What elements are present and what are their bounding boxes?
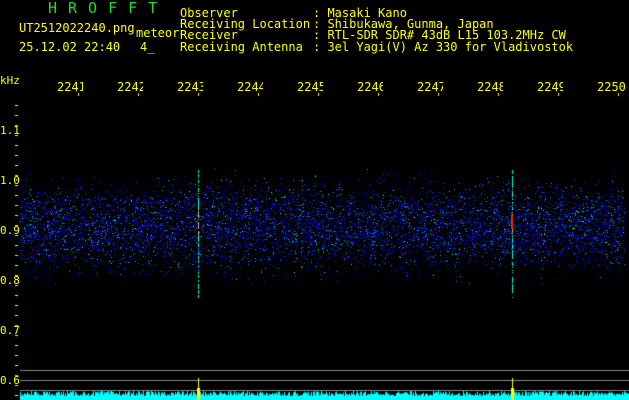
y-tick-label: 0.6 [0, 374, 20, 387]
meteor-count: 4_ [140, 40, 155, 54]
x-tick-label: 2245 [297, 80, 323, 94]
x-tick-label: 2247 [417, 80, 443, 94]
y-tick-label: 1.0 [0, 174, 20, 187]
x-tick-label: 2249 [537, 80, 563, 94]
x-tick-label: 2244 [237, 80, 263, 94]
info-value: : 3el Yagi(V) Az 330 for Vladivostok [313, 40, 574, 54]
x-tick-label: 2242 [117, 80, 143, 94]
y-axis-unit: kHz [0, 74, 20, 87]
x-tick-label: 2241 [57, 80, 83, 94]
y-tick-label: 0.8 [0, 274, 20, 287]
y-tick-label: 0.9 [0, 224, 20, 237]
x-tick-label: 2246 [357, 80, 383, 94]
filename: UT2512022240.png [19, 21, 135, 35]
x-tick-label: 2248 [477, 80, 503, 94]
y-tick-label: 0.7 [0, 324, 20, 337]
info-label: Receiving Antenna [180, 40, 303, 54]
x-tick-label: 2250 [597, 80, 626, 94]
datetime: 25.12.02 22:40 [19, 40, 121, 54]
app-brand: HROFFT [48, 0, 169, 17]
x-tick-label: 2243 [177, 80, 203, 94]
y-tick-label: 1.1 [0, 124, 20, 137]
mode-label: meteor [136, 26, 180, 40]
